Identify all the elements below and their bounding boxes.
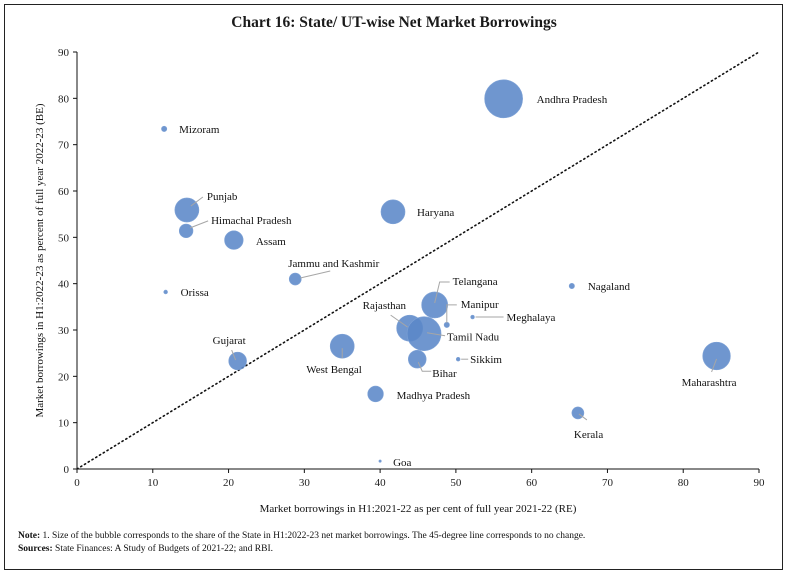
label-tamil-nadu: Tamil Nadu bbox=[447, 332, 500, 344]
y-tick-label: 90 bbox=[58, 47, 70, 59]
leader-line-himachal-pradesh bbox=[189, 220, 209, 229]
x-tick-label: 10 bbox=[147, 477, 159, 489]
note-label: Note: bbox=[18, 531, 41, 541]
leader-line-tamil-nadu bbox=[426, 332, 446, 337]
sources-text: State Finances: A Study of Budgets of 20… bbox=[55, 544, 273, 554]
label-sikkim: Sikkim bbox=[470, 354, 502, 366]
label-orissa: Orissa bbox=[181, 287, 209, 299]
label-manipur: Manipur bbox=[461, 299, 499, 311]
reference-line-layer bbox=[76, 51, 760, 470]
label-madhya-pradesh: Madhya Pradesh bbox=[397, 390, 471, 402]
y-tick-label: 10 bbox=[58, 418, 70, 430]
leader-line-gujarat bbox=[231, 349, 237, 361]
bubble-himachal-pradesh bbox=[178, 223, 194, 238]
label-haryana: Haryana bbox=[417, 207, 454, 219]
x-tick-label: 60 bbox=[526, 477, 538, 489]
label-gujarat: Gujarat bbox=[213, 335, 246, 347]
y-tick-label: 20 bbox=[58, 371, 70, 383]
x-tick-label: 50 bbox=[450, 477, 462, 489]
x-axis-title: Market borrowings in H1:2021-22 as per c… bbox=[260, 503, 577, 515]
y-tick-label: 30 bbox=[58, 325, 70, 337]
bubble-kerala bbox=[571, 406, 585, 420]
bubble-meghalaya bbox=[470, 314, 475, 320]
sources-label: Sources: bbox=[18, 544, 53, 554]
label-kerala: Kerala bbox=[574, 429, 603, 441]
bubble-madhya-pradesh bbox=[367, 385, 384, 403]
y-axis-title: Market borrowings in H1:2022-23 as perce… bbox=[34, 103, 46, 417]
x-tick-label: 90 bbox=[754, 477, 766, 489]
label-meghalaya: Meghalaya bbox=[507, 312, 556, 324]
leader-line-jammu-and-kashmir bbox=[300, 270, 331, 279]
bubble-assam bbox=[224, 230, 244, 250]
leader-lines-layer bbox=[189, 196, 718, 421]
bubble-tamil-nadu bbox=[406, 316, 442, 352]
leader-line-maharashtra bbox=[711, 358, 718, 373]
label-himachal-pradesh: Himachal Pradesh bbox=[211, 215, 292, 227]
label-goa: Goa bbox=[393, 457, 411, 469]
label-bihar: Bihar bbox=[432, 368, 457, 380]
chart-frame bbox=[4, 4, 783, 570]
leader-line-kerala bbox=[578, 413, 588, 421]
bubble-telangana bbox=[421, 291, 448, 319]
bubble-gujarat bbox=[228, 351, 247, 371]
label-jammu-and-kashmir: Jammu and Kashmir bbox=[288, 258, 379, 270]
y-tick-label: 40 bbox=[58, 279, 70, 291]
bubble-sikkim bbox=[455, 356, 461, 362]
label-nagaland: Nagaland bbox=[588, 281, 631, 293]
bubble-west-bengal bbox=[329, 333, 355, 359]
bubble-maharashtra bbox=[702, 341, 731, 371]
axes: 0 10 20 30 40 50 60 70 80 90 0 10 20 30 40 50 60 70 80 90 bbox=[58, 47, 765, 489]
label-assam: Assam bbox=[256, 236, 286, 248]
leader-line-bihar bbox=[417, 361, 432, 372]
x-tick-label: 0 bbox=[74, 477, 80, 489]
label-telangana: Telangana bbox=[453, 276, 498, 288]
label-maharashtra: Maharashtra bbox=[682, 377, 737, 389]
bubble-bihar bbox=[408, 349, 427, 369]
bubble-haryana bbox=[380, 199, 406, 225]
leader-line-telangana bbox=[434, 281, 450, 304]
bubble-nagaland bbox=[568, 282, 575, 289]
note-line: Note: 1. Size of the bubble corresponds … bbox=[18, 530, 585, 543]
leader-line-manipur bbox=[446, 304, 457, 323]
bubble-jammu-and-kashmir bbox=[288, 272, 302, 286]
chart-title: Chart 16: State/ UT-wise Net Market Borr… bbox=[231, 14, 557, 31]
bubble-manipur bbox=[443, 321, 450, 328]
y-tick-label: 80 bbox=[58, 93, 70, 105]
bubbles-layer bbox=[161, 79, 731, 463]
chart-notes: Note: 1. Size of the bubble corresponds … bbox=[18, 530, 585, 556]
y-tick-label: 60 bbox=[58, 186, 70, 198]
bubble-mizoram bbox=[161, 125, 168, 132]
label-west-bengal: West Bengal bbox=[306, 364, 362, 376]
label-rajasthan: Rajasthan bbox=[363, 300, 407, 312]
x-tick-label: 20 bbox=[223, 477, 235, 489]
leader-line-rajasthan bbox=[390, 314, 408, 328]
labels-layer: Andhra Pradesh Mizoram Punjab Himachal Prad… bbox=[179, 94, 737, 469]
y-tick-label: 50 bbox=[58, 232, 70, 244]
x-tick-label: 80 bbox=[678, 477, 690, 489]
bubble-goa bbox=[378, 459, 382, 463]
label-mizoram: Mizoram bbox=[179, 124, 220, 136]
leader-line-punjab bbox=[190, 196, 204, 207]
label-punjab: Punjab bbox=[207, 191, 238, 203]
x-tick-label: 40 bbox=[375, 477, 387, 489]
y-tick-label: 0 bbox=[64, 464, 70, 476]
x-tick-label: 70 bbox=[602, 477, 614, 489]
label-andhra-pradesh: Andhra Pradesh bbox=[537, 94, 608, 106]
bubble-orissa bbox=[163, 289, 168, 295]
note-text: 1. Size of the bubble corresponds to the… bbox=[42, 531, 586, 541]
y-tick-label: 70 bbox=[58, 140, 70, 152]
sources-line: Sources: State Finances: A Study of Budg… bbox=[18, 543, 585, 556]
reference-45-degree-line bbox=[76, 51, 760, 470]
bubble-punjab bbox=[174, 197, 200, 223]
x-tick-label: 30 bbox=[299, 477, 311, 489]
bubble-andhra-pradesh bbox=[484, 79, 523, 119]
